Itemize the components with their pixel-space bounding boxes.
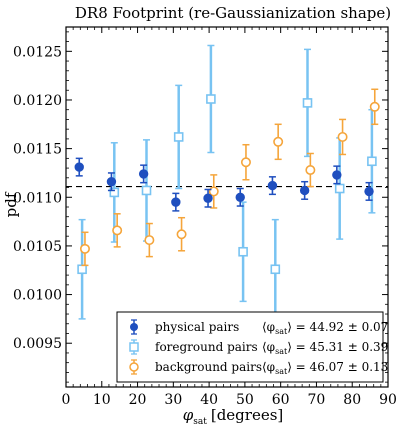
- x-tick-label: 0: [62, 392, 71, 408]
- axes-frame: [65, 26, 389, 388]
- x-tick-label: 50: [236, 392, 254, 408]
- data-point: [109, 187, 120, 198]
- data-point: [299, 185, 310, 196]
- data-point: [74, 162, 84, 172]
- x-tick-label: 10: [93, 392, 111, 408]
- data-point: [367, 156, 377, 167]
- legend-stat-value: ⟩ = 46.07 ± 0.13: [287, 360, 388, 374]
- data-point: [238, 246, 248, 257]
- y-tick-label: 0.0100: [13, 288, 62, 304]
- legend-stat-value: ⟩ = 45.31 ± 0.39: [287, 340, 388, 354]
- y-axis-label: pdf: [2, 191, 20, 217]
- data-point: [364, 186, 374, 197]
- legend-label: background pairs: [155, 360, 262, 374]
- data-point: [273, 136, 284, 147]
- series-physical-pairs: [74, 157, 374, 212]
- data-point: [203, 193, 213, 203]
- data-point: [305, 165, 316, 176]
- legend-entry: background pairs ⟨φsat⟩ = 46.07 ± 0.13: [129, 359, 388, 376]
- data-point: [176, 229, 187, 240]
- legend-label: physical pairs: [155, 320, 239, 334]
- legend-entry: physical pairs ⟨φsat⟩ = 44.92 ± 0.07: [130, 319, 388, 336]
- legend-stat-symbol: ⟨φ: [262, 320, 275, 334]
- x-tick-label: 90: [379, 392, 397, 408]
- legend-marker: [129, 362, 139, 372]
- x-tick-label: 70: [308, 392, 326, 408]
- legend-stat: ⟨φsat⟩ = 46.07 ± 0.13: [262, 360, 388, 376]
- data-point: [141, 185, 152, 196]
- x-tick-label: 60: [272, 392, 290, 408]
- legend: physical pairs ⟨φsat⟩ = 44.92 ± 0.07foreg…: [116, 311, 388, 383]
- data-point: [206, 94, 216, 104]
- legend-stat-symbol: ⟨φ: [262, 360, 275, 374]
- x-axis-label-symbol: φ: [183, 406, 194, 424]
- data-point: [267, 180, 278, 191]
- legend-stat-subscript: sat: [275, 327, 288, 336]
- data-point: [112, 225, 123, 236]
- series-background-pairs: [79, 88, 380, 267]
- data-point: [235, 192, 245, 202]
- legend-stat-subscript: sat: [275, 367, 288, 376]
- x-tick-label: 40: [200, 392, 218, 408]
- x-axis-label-unit: [degrees]: [211, 406, 283, 424]
- x-tick-label: 30: [164, 392, 182, 408]
- legend-label: foreground pairs: [155, 340, 258, 354]
- legend-marker: [130, 323, 138, 331]
- data-point: [79, 243, 90, 254]
- y-tick-label: 0.0110: [13, 190, 62, 206]
- data-point: [144, 235, 155, 246]
- data-point: [332, 170, 342, 180]
- legend-marker: [129, 342, 139, 352]
- legend-stat-symbol: ⟨φ: [262, 340, 275, 354]
- legend-stat: ⟨φsat⟩ = 44.92 ± 0.07: [262, 320, 388, 336]
- legend-stat-subscript: sat: [275, 347, 288, 356]
- data-point: [77, 264, 87, 275]
- y-tick-label: 0.0125: [13, 44, 62, 60]
- data-point: [138, 169, 149, 179]
- data-point: [270, 264, 281, 275]
- legend-box: [116, 311, 384, 383]
- data-point: [171, 197, 181, 207]
- data-point: [302, 98, 313, 108]
- legend-stat-value: ⟩ = 44.92 ± 0.07: [287, 320, 388, 334]
- data-point: [369, 101, 380, 112]
- data-point: [173, 132, 184, 142]
- y-tick-label: 0.0105: [13, 239, 62, 255]
- x-tick-label: 80: [343, 392, 361, 408]
- legend-stat: ⟨φsat⟩ = 45.31 ± 0.39: [262, 340, 388, 356]
- data-point: [334, 183, 345, 194]
- legend-entry: foreground pairs ⟨φsat⟩ = 45.31 ± 0.39: [129, 339, 388, 356]
- data-point: [240, 157, 251, 168]
- y-tick-label: 0.0120: [13, 93, 62, 109]
- data-point: [337, 131, 348, 142]
- x-tick-label: 20: [129, 392, 147, 408]
- x-axis-label-subscript: sat: [193, 417, 207, 427]
- x-axis-label: φsat [degrees]: [183, 406, 284, 427]
- y-tick-label: 0.0115: [13, 142, 62, 158]
- plot-area: 0 10 20 30 40 50 60 70 80 90 0.0095 0.0100 0.0105 0.0…: [13, 26, 397, 408]
- y-tick-label: 0.0095: [13, 336, 62, 352]
- data-point: [208, 186, 219, 197]
- chart-title: DR8 Footprint (re-Gaussianization shape): [75, 4, 391, 22]
- data-point: [106, 177, 117, 187]
